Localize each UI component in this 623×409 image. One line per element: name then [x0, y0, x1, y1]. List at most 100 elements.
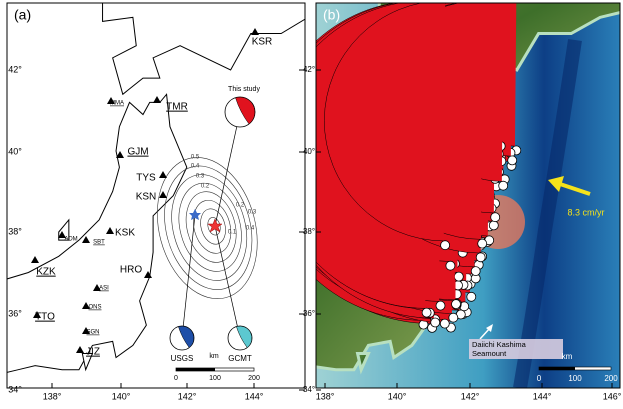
- station-marker: [116, 151, 124, 158]
- aftershock-mechanism: [475, 252, 486, 263]
- seamount-label: Daiichi Kashima: [472, 340, 527, 349]
- overlay: 42°40°38°36°34°138° 140° 142° 144°42°40°38°…: [6, 2, 622, 401]
- station-label: SGN: [86, 330, 99, 336]
- aftershock-mechanism: [430, 317, 441, 328]
- aftershock-mechanism: [453, 271, 464, 282]
- scale-tick-label: 0: [174, 375, 178, 382]
- trench: [513, 38, 582, 388]
- seamount-label: Seamount: [472, 349, 507, 358]
- panel-label: (b): [323, 7, 340, 23]
- lat-tick-label: 42°: [8, 64, 22, 74]
- lon-tick-label: 144°: [533, 391, 552, 401]
- aftershock-mechanism: [477, 238, 488, 249]
- station-label: GJM: [127, 147, 148, 158]
- lon-tick-label: 142°: [461, 391, 480, 401]
- mechanism-label: This study: [228, 86, 260, 93]
- aftershock-mechanism-quadrant: [324, 3, 446, 242]
- plate-arrow: [559, 182, 591, 196]
- contour: [200, 208, 226, 245]
- aftershock-mechanism: [488, 220, 499, 231]
- lon-tick-label: 142°: [178, 391, 197, 401]
- station-marker: [144, 271, 152, 278]
- mechanism-label: GCMT: [228, 354, 252, 363]
- aftershock-mechanism: [440, 240, 451, 251]
- scale-unit: km: [562, 352, 573, 361]
- scale-tick-label: 100: [209, 375, 221, 382]
- station-label: HRO: [120, 265, 142, 276]
- lon-tick-label: 140°: [388, 391, 407, 401]
- aftershock-mechanism: [490, 212, 501, 223]
- scale-tick-label: 100: [568, 374, 582, 383]
- station-label: SBT: [93, 240, 105, 246]
- mechanism-usgs-quadrant: [178, 325, 195, 348]
- station-marker: [82, 327, 90, 334]
- lon-tick-label: 146°: [603, 391, 622, 401]
- station-marker: [153, 96, 161, 103]
- aftershock-mechanism: [448, 312, 459, 323]
- connector: [181, 214, 196, 339]
- usgs-star: [189, 209, 201, 220]
- coastline: [102, 3, 305, 96]
- contour-label: 0.2: [236, 203, 245, 209]
- station-label: KSK: [115, 228, 135, 239]
- station-marker: [159, 191, 167, 198]
- station-marker: [58, 231, 66, 238]
- contour-label: 0.2: [201, 184, 210, 190]
- station-marker: [82, 236, 90, 243]
- coastline: [7, 93, 188, 373]
- station-marker: [82, 302, 90, 309]
- connector: [214, 225, 241, 339]
- station-label: MMA: [110, 101, 124, 107]
- station-label: ONS: [88, 305, 101, 311]
- connector: [214, 111, 241, 227]
- contour: [178, 182, 242, 272]
- aftershock-mechanism: [439, 318, 450, 329]
- station-label: KSN: [136, 192, 157, 203]
- contour-label: 0.3: [196, 174, 205, 180]
- lat-tick-label-b: 40°: [303, 147, 315, 156]
- aftershock-mechanism: [466, 291, 477, 302]
- coastline: [81, 353, 94, 372]
- scale-bar-fill: [176, 368, 215, 371]
- station-label: KZK: [36, 267, 56, 278]
- lat-tick-label: 40°: [8, 146, 22, 156]
- scale-tick-label: 0: [537, 374, 542, 383]
- velocity-label: 8.3 cm/yr: [567, 207, 604, 217]
- lat-tick-label-b: 36°: [303, 309, 315, 318]
- lon-tick-label: 140°: [112, 391, 131, 401]
- contour-label: 0.5: [191, 155, 200, 161]
- lat-tick-label-b: 42°: [303, 65, 315, 74]
- scale-bar-fill: [539, 367, 575, 370]
- station-label: JIZ: [86, 347, 100, 358]
- station-marker: [159, 171, 167, 178]
- plate-arrow-head: [548, 176, 564, 192]
- contour-label: 0.4: [191, 164, 200, 170]
- seamount-arrow-head: [486, 324, 493, 332]
- lat-tick-label-b: 34°: [303, 385, 315, 394]
- contour: [171, 174, 247, 281]
- panel-a-frame: [6, 2, 306, 389]
- panel-label: (a): [14, 7, 31, 23]
- aftershock-mechanism: [445, 260, 456, 271]
- aftershock-mechanism: [421, 307, 432, 318]
- scale-tick-label: 200: [604, 374, 618, 383]
- scale-unit: km: [209, 353, 219, 360]
- aftershock-mechanism: [451, 299, 461, 310]
- mechanism-gcmt-quadrant: [236, 325, 253, 348]
- scale-tick-label: 200: [248, 375, 260, 382]
- station-label: ADM: [64, 237, 77, 243]
- lon-tick-label: 138°: [316, 391, 335, 401]
- aftershock-mechanism: [507, 155, 518, 166]
- lat-tick-label: 38°: [8, 226, 22, 236]
- station-marker: [251, 28, 259, 35]
- station-marker: [31, 256, 39, 263]
- station-marker: [76, 346, 84, 353]
- contour-label: 0.1: [228, 230, 237, 236]
- station-marker: [93, 284, 101, 291]
- seamount-box: [469, 339, 563, 359]
- aftershock-mechanism: [498, 180, 509, 191]
- lon-tick-label: 144°: [245, 391, 264, 401]
- station-label: KSR: [252, 37, 273, 48]
